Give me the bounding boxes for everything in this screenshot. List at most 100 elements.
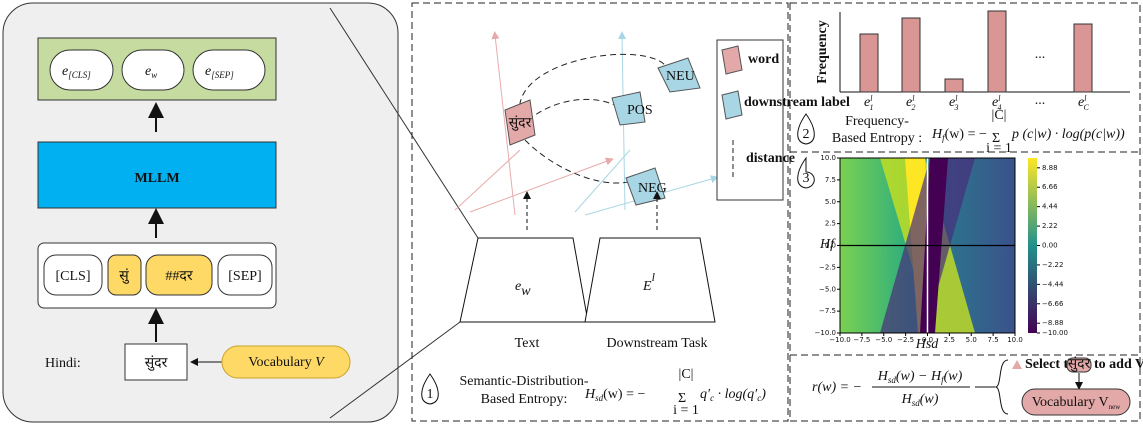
label: Frequency- <box>845 114 909 129</box>
token: [CLS] <box>56 269 91 284</box>
sup: l <box>870 94 873 103</box>
shape <box>722 91 742 119</box>
text: Vocabulary <box>248 355 315 370</box>
shape <box>575 150 630 212</box>
colorbar-label: −10.00 <box>1042 329 1068 337</box>
diagram: e[CLS] ew e[SEP] MLLM [CLS] सुं ##दर [SE… <box>0 0 1143 425</box>
shape <box>722 46 742 74</box>
y-tick-label: 5.0 <box>825 198 836 206</box>
label: NEG <box>638 181 667 196</box>
token: [SEP] <box>228 269 261 284</box>
shape <box>455 150 520 210</box>
y-tick-label: −5.0 <box>819 285 836 293</box>
text: V <box>315 355 325 370</box>
label: Based Entropy: <box>481 392 568 407</box>
shape <box>525 140 635 183</box>
x-tick-label: −5.0 <box>875 336 892 344</box>
shape <box>1012 360 1022 369</box>
y-tick-label: 10.0 <box>820 154 836 162</box>
sub: 1 <box>869 103 873 112</box>
legend-label: distance <box>746 151 795 166</box>
colorbar-label: −6.66 <box>1042 300 1064 308</box>
text: E <box>642 279 652 294</box>
sum-top: |C| <box>679 367 694 382</box>
language: Hindi: <box>45 356 81 371</box>
y-tick-label: 2.5 <box>825 220 836 228</box>
sum-top: |C| <box>992 108 1007 123</box>
text: [CLS] <box>68 70 91 80</box>
token: सुं <box>119 268 129 284</box>
formula: p (c|w) · log(p(c|w)) <box>1011 127 1125 142</box>
text: (w) <box>920 392 939 407</box>
colorbar-label: 4.44 <box>1042 203 1058 211</box>
shape <box>996 360 1008 414</box>
text: new <box>1109 403 1122 411</box>
denominator: Hsd(w) <box>901 392 939 408</box>
x-label: el2 <box>906 94 915 112</box>
word: सुंदर <box>1068 356 1091 372</box>
x-tick-label: 10.0 <box>1007 336 1023 344</box>
formula: Hsd(w) = − <box>584 387 645 403</box>
ellipsis: ... <box>1035 47 1046 62</box>
x-tick-label: 2.5 <box>944 336 955 344</box>
shape <box>1074 24 1092 92</box>
formula: Hf(w) = − <box>931 127 987 143</box>
text: (w) <box>944 369 963 384</box>
colorbar-label: 0.00 <box>1042 242 1058 250</box>
shape <box>470 160 610 212</box>
axis-label: Frequency <box>815 20 830 84</box>
label: NEU <box>666 69 695 84</box>
label: Based Entropy : <box>832 131 922 146</box>
legend-label: downstream label <box>744 95 850 110</box>
new-vocabulary: Vocabulary Vnew <box>1032 395 1121 411</box>
word: सुंदर <box>145 355 168 371</box>
y-tick-label: −7.5 <box>819 307 836 315</box>
vocabulary: Vocabulary V <box>248 355 325 370</box>
shape <box>460 238 588 322</box>
colorbar-label: −2.22 <box>1042 261 1063 269</box>
sup: l <box>912 94 915 103</box>
text: (w) = − <box>603 387 645 402</box>
label: POS <box>627 103 653 118</box>
step: 1 <box>427 387 434 402</box>
sum-bottom: i = 1 <box>673 403 699 418</box>
formula: r(w) = − <box>812 380 862 395</box>
instruction: to add Vd <box>1094 357 1143 372</box>
sub: C <box>1083 103 1089 112</box>
text: ) <box>760 387 766 402</box>
colorbar-label: 2.22 <box>1042 222 1058 230</box>
text: w <box>521 284 531 299</box>
shape <box>860 34 878 92</box>
colorbar <box>1028 158 1037 333</box>
x-label: el1 <box>864 94 873 112</box>
sup: l <box>998 94 1001 103</box>
y-tick-label: 7.5 <box>825 176 836 184</box>
sub: 3 <box>953 103 958 112</box>
shape <box>988 11 1006 92</box>
text: Vocabulary V <box>1032 395 1109 410</box>
x-tick-label: −10.0 <box>829 336 850 344</box>
x-tick-label: −7.5 <box>853 336 870 344</box>
sup: l <box>1084 94 1087 103</box>
y-tick-label: −10.0 <box>815 329 836 337</box>
shape <box>528 99 620 120</box>
text: (w) = − <box>945 127 987 142</box>
word: सुंदर <box>509 115 532 131</box>
shape <box>945 79 963 92</box>
shape: el1el2el3el4elC <box>864 94 1089 112</box>
caption: Downstream Task <box>606 336 707 351</box>
sum-bottom: i = 1 <box>986 141 1012 156</box>
text: w <box>151 70 157 80</box>
y-tick-label: 0.0 <box>825 242 836 250</box>
model-name: MLLM <box>134 171 179 186</box>
step: 3 <box>803 171 810 186</box>
page: {"encoder":{"outputs":[{"base":"e","sub"… <box>0 0 1143 425</box>
token: ##दर <box>165 269 192 284</box>
y-tick-label: −2.5 <box>819 263 836 271</box>
colorbar-label: 6.66 <box>1042 183 1058 191</box>
numerator: Hsd(w) − Hf(w) <box>877 369 963 385</box>
legend-label: word <box>748 52 779 67</box>
colorbar-label: −8.88 <box>1042 319 1063 327</box>
text: to add V <box>1094 357 1143 372</box>
